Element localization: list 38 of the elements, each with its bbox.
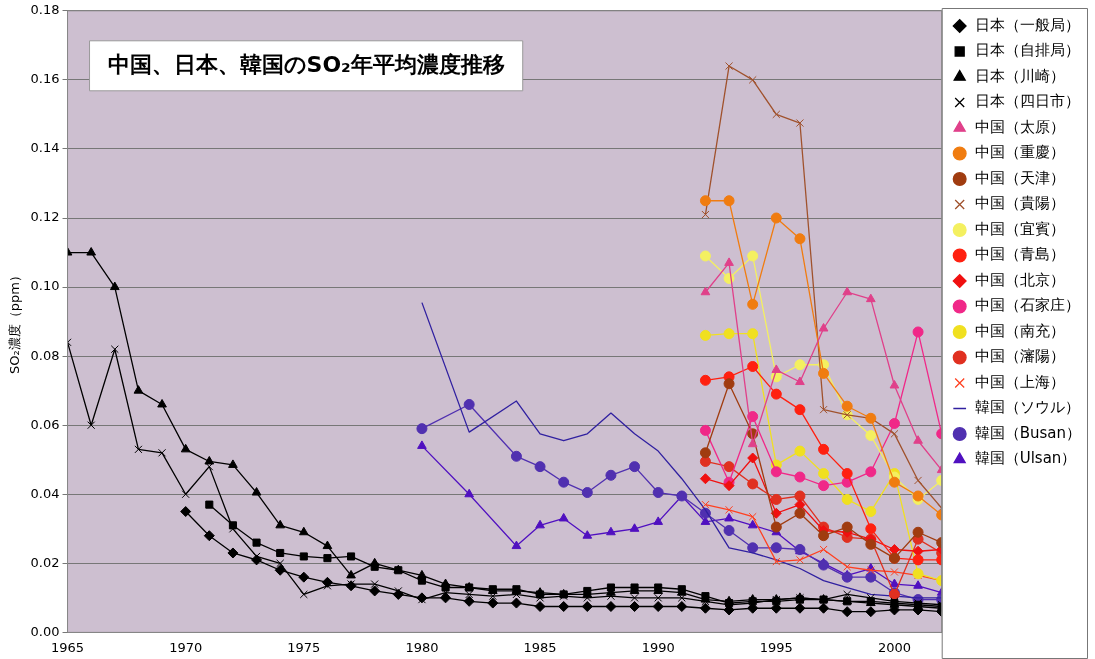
y-tick-label: 0.12 <box>30 209 60 225</box>
y-tick-label: 0.02 <box>30 554 60 570</box>
legend-label: 中国（上海） <box>974 372 1065 391</box>
y-tick-label: 0.10 <box>30 278 60 294</box>
y-tick-label: 0.18 <box>30 2 60 18</box>
legend-label: 中国（天津） <box>974 168 1065 187</box>
x-tick-label: 1990 <box>641 639 675 655</box>
legend-label: 中国（太原） <box>974 117 1065 136</box>
x-tick-label: 1965 <box>51 639 85 655</box>
legend-label: 韓国（Busan） <box>974 423 1081 442</box>
x-tick-label: 1975 <box>287 639 321 655</box>
legend-label: 中国（南充） <box>974 321 1065 340</box>
legend-label: 韓国（Ulsan） <box>974 449 1077 468</box>
x-tick-label: 1995 <box>759 639 793 655</box>
legend-label: 日本（四日市） <box>974 92 1080 111</box>
legend-label: 中国（北京） <box>974 270 1065 289</box>
y-axis-title: SO₂濃度（ppm） <box>7 269 23 375</box>
x-tick-label: 2000 <box>877 639 911 655</box>
legend-label: 日本（川崎） <box>974 66 1065 85</box>
y-tick-label: 0.06 <box>30 416 60 432</box>
y-tick-label: 0.14 <box>30 140 60 156</box>
y-tick-label: 0.08 <box>30 347 60 363</box>
legend-label: 韓国（ソウル） <box>974 398 1080 417</box>
y-tick-label: 0.00 <box>30 623 60 639</box>
legend-label: 中国（貴陽） <box>974 194 1065 213</box>
legend-label: 日本（一般局） <box>974 15 1080 34</box>
y-tick-label: 0.04 <box>30 485 60 501</box>
legend-label: 日本（自排局） <box>974 41 1080 60</box>
text: 中国、日本、韓国のSO₂年平均濃度推移 <box>107 51 505 77</box>
legend-label: 中国（瀋陽） <box>974 347 1065 366</box>
x-tick-label: 1970 <box>169 639 203 655</box>
legend-label: 中国（青島） <box>974 245 1065 264</box>
legend-label: 中国（重慶） <box>974 143 1065 162</box>
x-tick-label: 1980 <box>405 639 439 655</box>
legend-label: 中国（石家庄） <box>974 296 1080 315</box>
x-tick-label: 1985 <box>523 639 557 655</box>
y-tick-label: 0.16 <box>30 71 60 87</box>
legend-label: 中国（宜賓） <box>974 219 1065 238</box>
